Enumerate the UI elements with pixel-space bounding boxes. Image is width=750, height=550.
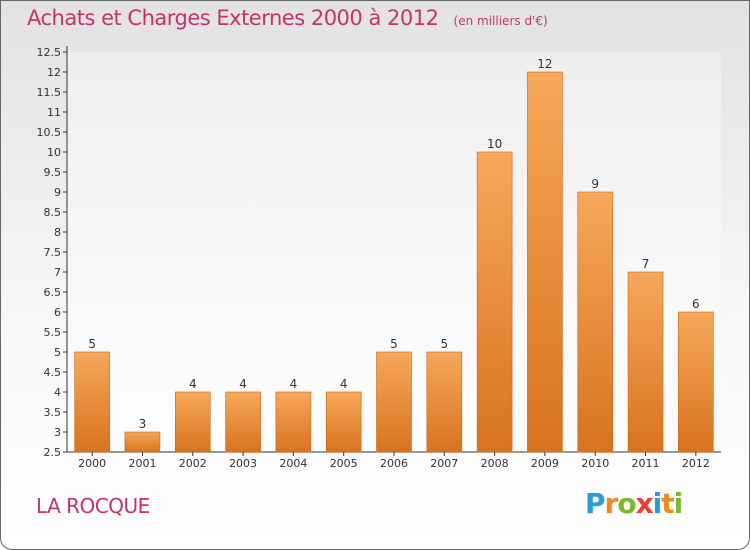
bar <box>476 151 513 453</box>
y-tick-label: 4.5 <box>44 366 62 379</box>
y-tick-label: 12.5 <box>37 46 62 59</box>
y-tick-label: 11 <box>47 106 61 119</box>
chart-title: Achats et Charges Externes 2000 à 2012 <box>27 6 439 30</box>
logo-letter: i <box>673 487 684 520</box>
logo-letter: x <box>635 487 654 520</box>
bar <box>325 391 362 453</box>
y-tick-label: 4 <box>54 386 61 399</box>
data-label: 5 <box>88 337 96 351</box>
y-tick-label: 9 <box>54 186 61 199</box>
x-tick-label: 2012 <box>682 457 710 470</box>
bar <box>376 351 412 453</box>
bar <box>426 351 463 453</box>
bar <box>577 191 614 453</box>
y-tick-label: 8 <box>54 226 61 239</box>
y-tick-label: 3 <box>54 426 61 439</box>
x-tick-label: 2001 <box>128 457 156 470</box>
y-tick-label: 7.5 <box>44 246 62 259</box>
y-tick-label: 5.5 <box>44 326 62 339</box>
data-label: 4 <box>239 377 247 391</box>
y-tick-label: 6 <box>54 306 61 319</box>
bar <box>678 311 714 453</box>
x-tick-label: 2011 <box>632 457 660 470</box>
data-label: 4 <box>340 377 348 391</box>
data-label: 10 <box>487 137 502 151</box>
chart-header: Achats et Charges Externes 2000 à 2012 (… <box>27 6 548 30</box>
x-tick-label: 2000 <box>78 457 106 470</box>
data-label: 4 <box>290 377 298 391</box>
y-tick-label: 2.5 <box>44 446 62 459</box>
y-tick-label: 7 <box>54 266 61 279</box>
data-label: 7 <box>642 257 650 271</box>
bar <box>124 431 161 453</box>
x-tick-label: 2005 <box>330 457 358 470</box>
y-tick-label: 10.5 <box>37 126 62 139</box>
y-tick-label: 3.5 <box>44 406 62 419</box>
data-label: 12 <box>537 57 552 71</box>
data-label: 5 <box>440 337 448 351</box>
y-tick-label: 5 <box>54 346 61 359</box>
logo-letter: r <box>604 487 619 520</box>
logo-letter: t <box>661 487 674 520</box>
x-tick-label: 2007 <box>430 457 458 470</box>
x-tick-label: 2003 <box>229 457 257 470</box>
x-tick-label: 2002 <box>179 457 207 470</box>
x-tick-label: 2010 <box>581 457 609 470</box>
proxiti-logo: Proxiti <box>585 487 684 520</box>
bar <box>627 271 664 453</box>
x-tick-label: 2009 <box>531 457 559 470</box>
data-label: 9 <box>591 177 599 191</box>
data-label: 6 <box>692 297 700 311</box>
logo-letter: P <box>585 487 606 520</box>
x-tick-label: 2008 <box>481 457 509 470</box>
bar <box>174 391 211 453</box>
bar <box>275 391 312 453</box>
logo-letter: o <box>617 487 636 520</box>
x-tick-label: 2006 <box>380 457 408 470</box>
y-tick-label: 11.5 <box>37 86 62 99</box>
y-tick-label: 12 <box>47 66 61 79</box>
logo-letter: i <box>652 487 663 520</box>
commune-name: LA ROCQUE <box>36 494 150 518</box>
bar <box>74 351 110 453</box>
bar <box>225 391 261 453</box>
data-label: 4 <box>189 377 197 391</box>
y-tick-label: 9.5 <box>44 166 62 179</box>
y-tick-label: 6.5 <box>44 286 62 299</box>
data-label: 3 <box>139 417 147 431</box>
chart-subtitle: (en milliers d'€) <box>453 14 548 28</box>
data-label: 5 <box>390 337 398 351</box>
bar <box>527 71 563 453</box>
x-tick-label: 2004 <box>279 457 307 470</box>
y-tick-label: 8.5 <box>44 206 62 219</box>
y-tick-label: 10 <box>47 146 61 159</box>
